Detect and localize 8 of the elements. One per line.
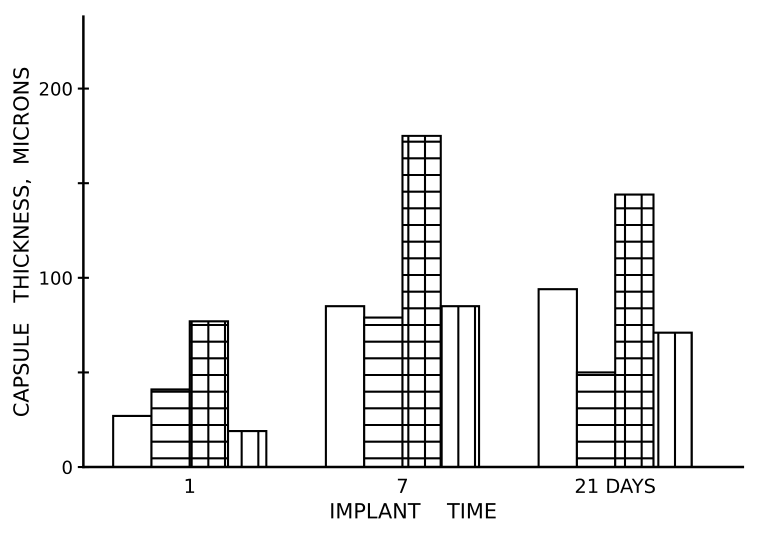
x-tick-label: 7 <box>398 478 407 493</box>
x-axis-title: IMPLANT TIME <box>331 503 496 518</box>
y-tick-label: 0 <box>62 460 72 474</box>
x-tick-label: 21 DAYS <box>576 478 655 494</box>
x-tick-label: 1 <box>186 478 194 493</box>
y-tick-label: 200 <box>40 82 72 96</box>
y-tick-label: 100 <box>40 271 72 285</box>
y-axis-title: CAPSULE THICKNESS, MICRONS <box>13 68 32 416</box>
